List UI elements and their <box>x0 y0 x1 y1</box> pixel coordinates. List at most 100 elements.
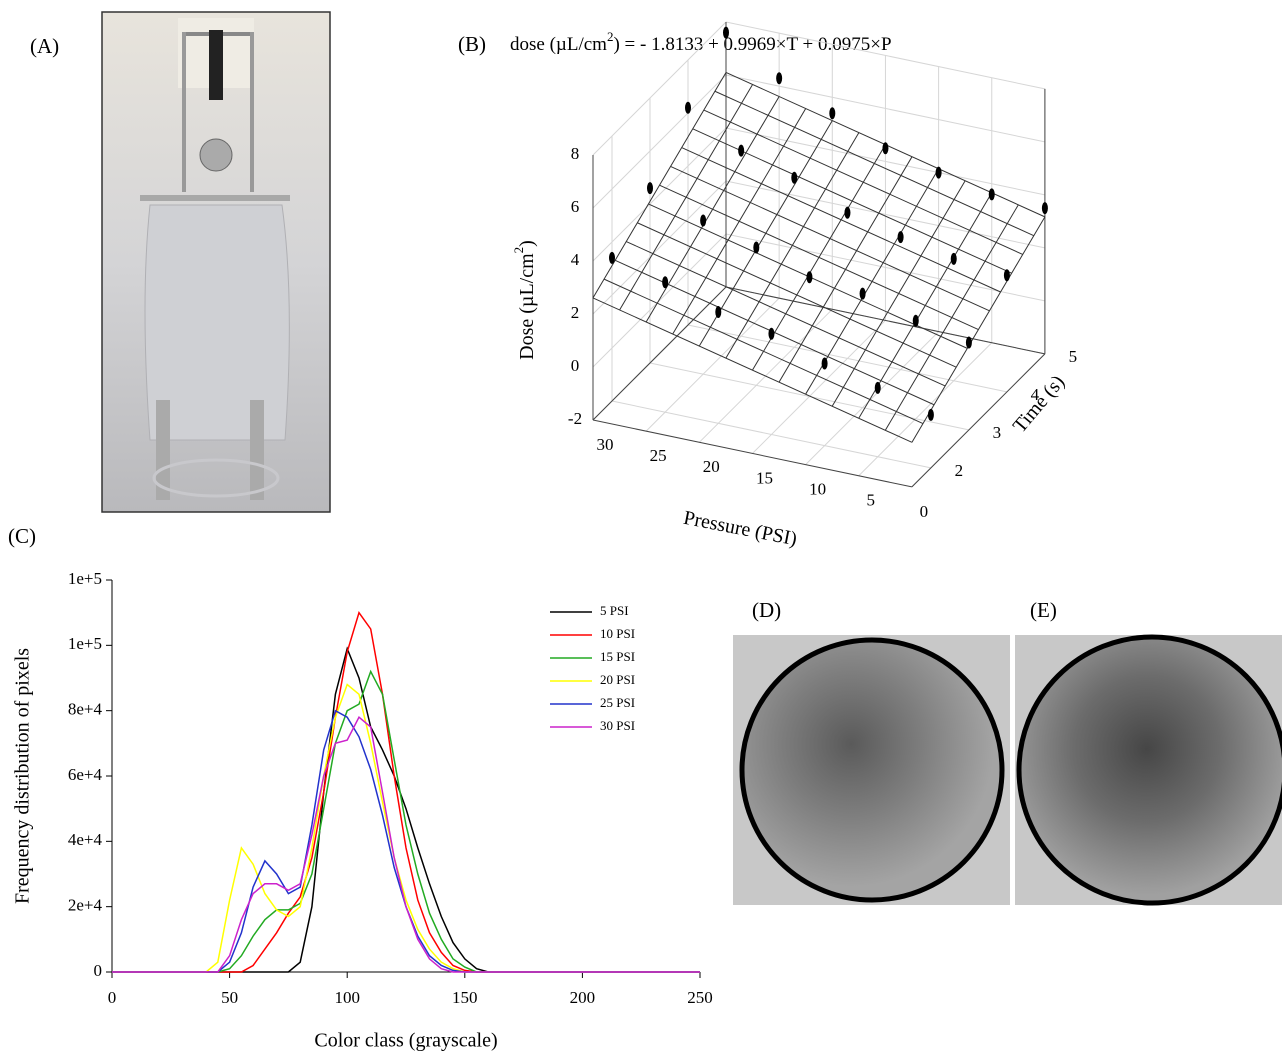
y-tick-label: 3 <box>993 423 1002 442</box>
wall-grid-line <box>592 127 727 262</box>
data-point <box>723 26 729 39</box>
floor-grid-line <box>611 400 932 469</box>
floor-grid-line <box>805 331 939 465</box>
y-tick-label: 2e+4 <box>68 896 103 915</box>
fit-mesh-line <box>703 109 1023 255</box>
y-axis <box>911 353 1046 488</box>
data-point <box>829 107 836 120</box>
x-tick-label: 0 <box>108 988 117 1007</box>
eq-part: dose (µL/cm <box>510 34 607 55</box>
y-tick-label: 1e+5 <box>68 569 102 588</box>
data-point <box>927 408 934 421</box>
x-tick-label: 5 <box>867 491 876 510</box>
photo-apparatus <box>101 11 331 513</box>
data-point <box>935 166 942 179</box>
x-axis-title: Pressure (PSI) <box>682 507 799 551</box>
data-line <box>112 669 700 973</box>
floor-grid-line <box>687 324 1008 393</box>
data-point <box>897 231 904 244</box>
z-title-part: ) <box>516 240 538 247</box>
data-point <box>753 241 760 254</box>
data-point <box>768 327 775 340</box>
legend-label: 25 PSI <box>600 695 635 710</box>
box-edge <box>592 286 727 421</box>
photo-card-d <box>733 635 1010 905</box>
fit-mesh-line <box>670 165 990 312</box>
fit-mesh-line <box>681 147 1001 293</box>
x-tick-label: 100 <box>334 988 360 1007</box>
data-point <box>950 252 957 265</box>
z-tick-label: 4 <box>571 250 580 269</box>
y-tick-label: 5 <box>1069 347 1078 366</box>
fit-mesh-line <box>714 90 1035 237</box>
fit-mesh-line <box>659 184 979 331</box>
data-line <box>112 683 700 973</box>
y-tick-label: 0 <box>94 961 103 980</box>
data-point <box>715 306 722 318</box>
wall-grid-line <box>725 74 1046 143</box>
y-tick-label: 8e+4 <box>68 700 103 719</box>
legend-label: 10 PSI <box>600 626 635 641</box>
data-point <box>1003 269 1010 282</box>
legend-label: 20 PSI <box>600 672 635 687</box>
fit-mesh-line <box>692 128 1012 274</box>
panel-label: (B) <box>458 32 486 56</box>
wall-grid-line <box>725 127 1046 196</box>
data-point <box>791 171 798 184</box>
z-tick-label: 6 <box>571 197 580 216</box>
x-tick-label: 10 <box>809 480 826 499</box>
data-point <box>609 251 615 264</box>
data-point <box>965 336 972 349</box>
y-tick-label: 1e+5 <box>68 634 102 653</box>
z-title-part: Dose (µL/cm <box>516 253 538 360</box>
z-tick-label: 2 <box>571 303 580 322</box>
data-point <box>700 214 707 227</box>
panel-label: (C) <box>8 524 36 548</box>
fit-mesh-line <box>592 297 913 443</box>
eq-superscript: 2 <box>607 29 614 44</box>
legend-label: 15 PSI <box>600 649 635 664</box>
wall-grid-line <box>725 233 1046 302</box>
x-tick-label: 25 <box>650 446 667 465</box>
x-axis <box>592 419 913 488</box>
x-tick-label: 50 <box>221 988 238 1007</box>
y-tick-label: 6e+4 <box>68 765 103 784</box>
data-point <box>844 206 851 219</box>
x-tick-label: 150 <box>452 988 478 1007</box>
panel-label: (E) <box>1030 598 1057 622</box>
data-point <box>859 287 866 300</box>
floor-grid-line <box>645 297 780 432</box>
y-axis-title: Frequency distribution of pixels <box>12 648 34 904</box>
wall-grid-line <box>725 21 1046 90</box>
data-point <box>988 188 995 201</box>
data-point <box>738 144 745 157</box>
fit-mesh-line <box>614 259 935 406</box>
data-line <box>112 646 700 973</box>
panel-label: (A) <box>30 34 59 58</box>
photo-card-e <box>1015 634 1282 906</box>
y-tick-label: 4e+4 <box>68 830 103 849</box>
panel-label: (D) <box>752 598 781 622</box>
x-tick-label: 250 <box>687 988 713 1007</box>
data-point <box>806 271 813 284</box>
x-tick-label: 15 <box>756 468 773 487</box>
x-axis-title: Color class (grayscale) <box>314 1030 497 1052</box>
z-title-superscript: 2 <box>511 247 526 254</box>
wall-grid-line <box>592 180 727 315</box>
fit-equation: dose (µL/cm2) = - 1.8133 + 0.9969×T + 0.… <box>510 29 892 55</box>
fit-mesh-line <box>637 222 957 368</box>
data-point <box>912 314 919 327</box>
data-line <box>112 611 700 973</box>
floor-grid-line <box>752 320 886 454</box>
y-tick-label: 2 <box>955 461 964 480</box>
x-tick-label: 30 <box>597 435 614 454</box>
wall-grid-line <box>592 233 727 368</box>
data-point <box>647 182 653 195</box>
x-tick-label: 20 <box>703 457 720 476</box>
data-line <box>112 716 700 973</box>
box-edge <box>725 286 1046 355</box>
legend-label: 30 PSI <box>600 718 635 733</box>
data-point <box>821 357 828 370</box>
data-point <box>776 72 783 85</box>
